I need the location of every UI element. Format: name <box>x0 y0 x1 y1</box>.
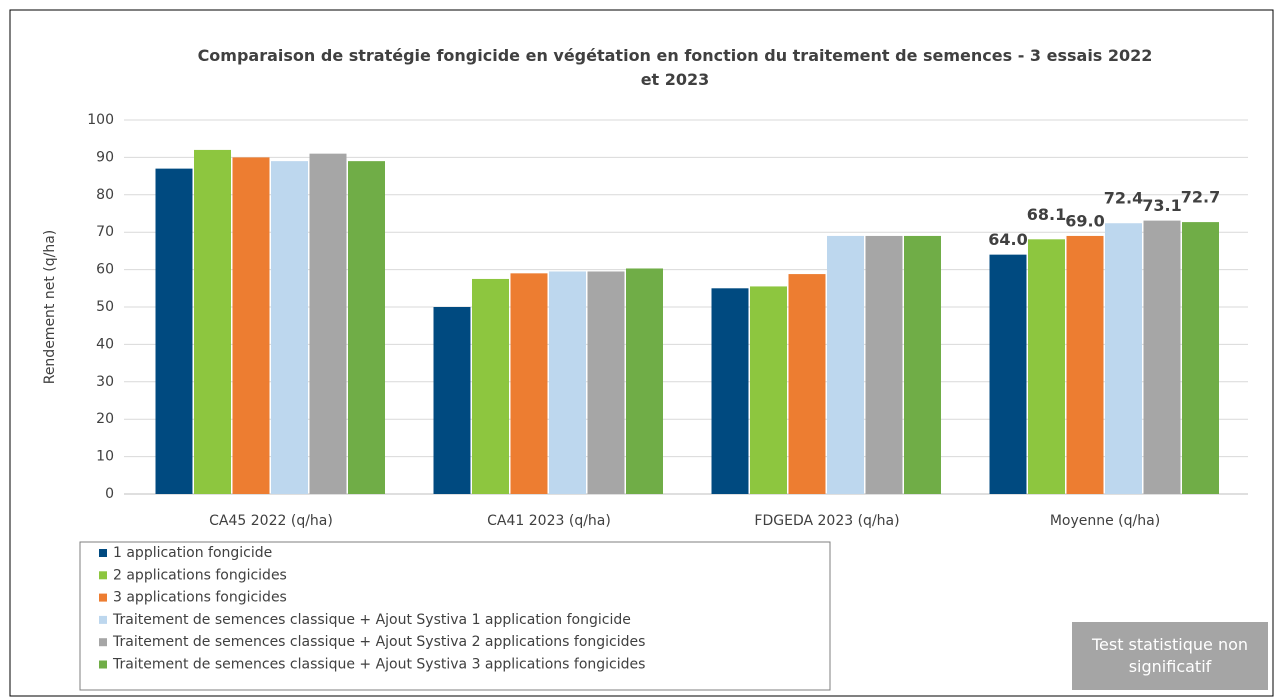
bar <box>865 235 903 494</box>
y-tick-label: 70 <box>96 224 114 240</box>
bar <box>155 168 193 494</box>
bar <box>904 235 941 494</box>
legend-label: Traitement de semences classique + Ajout… <box>112 634 645 650</box>
bar <box>433 307 471 494</box>
bar <box>1028 239 1065 494</box>
y-tick-label: 80 <box>96 187 114 203</box>
x-tick-label: CA45 2022 (q/ha) <box>209 513 333 529</box>
bar <box>989 254 1027 494</box>
x-tick-label: Moyenne (q/ha) <box>1050 513 1160 529</box>
legend-swatch <box>99 638 107 647</box>
y-tick-label: 100 <box>87 112 114 128</box>
chart-title: Comparaison de stratégie fongicide en vé… <box>197 46 1153 89</box>
y-tick-label: 10 <box>96 449 114 465</box>
legend-swatch <box>99 593 107 602</box>
data-label: 69.0 <box>1065 211 1104 230</box>
bar <box>232 157 270 494</box>
data-label: 68.1 <box>1027 205 1066 224</box>
bar <box>271 161 308 494</box>
y-tick-label: 90 <box>96 149 114 165</box>
bar <box>626 268 663 494</box>
chart-border <box>9 9 1274 697</box>
bar <box>472 278 509 494</box>
bar <box>549 271 586 494</box>
y-axis-title: Rendement net (q/ha) <box>42 230 58 385</box>
legend-swatch <box>99 615 107 624</box>
annotation: Test statistique non significatif <box>1072 622 1268 690</box>
x-tick-label: CA41 2023 (q/ha) <box>487 513 611 529</box>
legend-swatch <box>99 549 107 557</box>
legend-swatch <box>99 660 107 669</box>
bar <box>1143 220 1181 494</box>
y-tick-label: 0 <box>105 486 114 502</box>
legend-label: 1 application fongicide <box>113 545 272 561</box>
y-tick-label: 40 <box>96 336 114 352</box>
bar <box>510 273 548 494</box>
data-label: 72.7 <box>1181 188 1220 207</box>
legend-box <box>79 541 831 691</box>
y-tick-label: 60 <box>96 262 114 278</box>
data-label: 73.1 <box>1142 196 1181 215</box>
bar <box>587 271 625 494</box>
bar <box>194 149 231 495</box>
legend-label: Traitement de semences classique + Ajout… <box>112 657 645 673</box>
bar <box>750 286 787 494</box>
x-tick-label: FDGEDA 2023 (q/ha) <box>754 513 899 529</box>
bar <box>348 161 385 494</box>
bar <box>1182 222 1219 495</box>
data-label: 72.4 <box>1104 189 1143 208</box>
bar <box>1105 223 1142 494</box>
legend-label: Traitement de semences classique + Ajout… <box>112 612 631 628</box>
bar <box>1066 235 1104 494</box>
bar <box>309 153 347 494</box>
legend-label: 2 applications fongicides <box>113 567 287 583</box>
legend-label: 3 applications fongicides <box>113 590 287 606</box>
data-label: 64.0 <box>988 230 1027 249</box>
y-tick-label: 30 <box>96 374 114 390</box>
bar <box>788 274 826 494</box>
bar <box>711 288 749 494</box>
bar <box>827 235 864 494</box>
y-tick-label: 20 <box>96 411 114 427</box>
y-tick-label: 50 <box>96 299 114 315</box>
legend-swatch <box>99 571 107 580</box>
